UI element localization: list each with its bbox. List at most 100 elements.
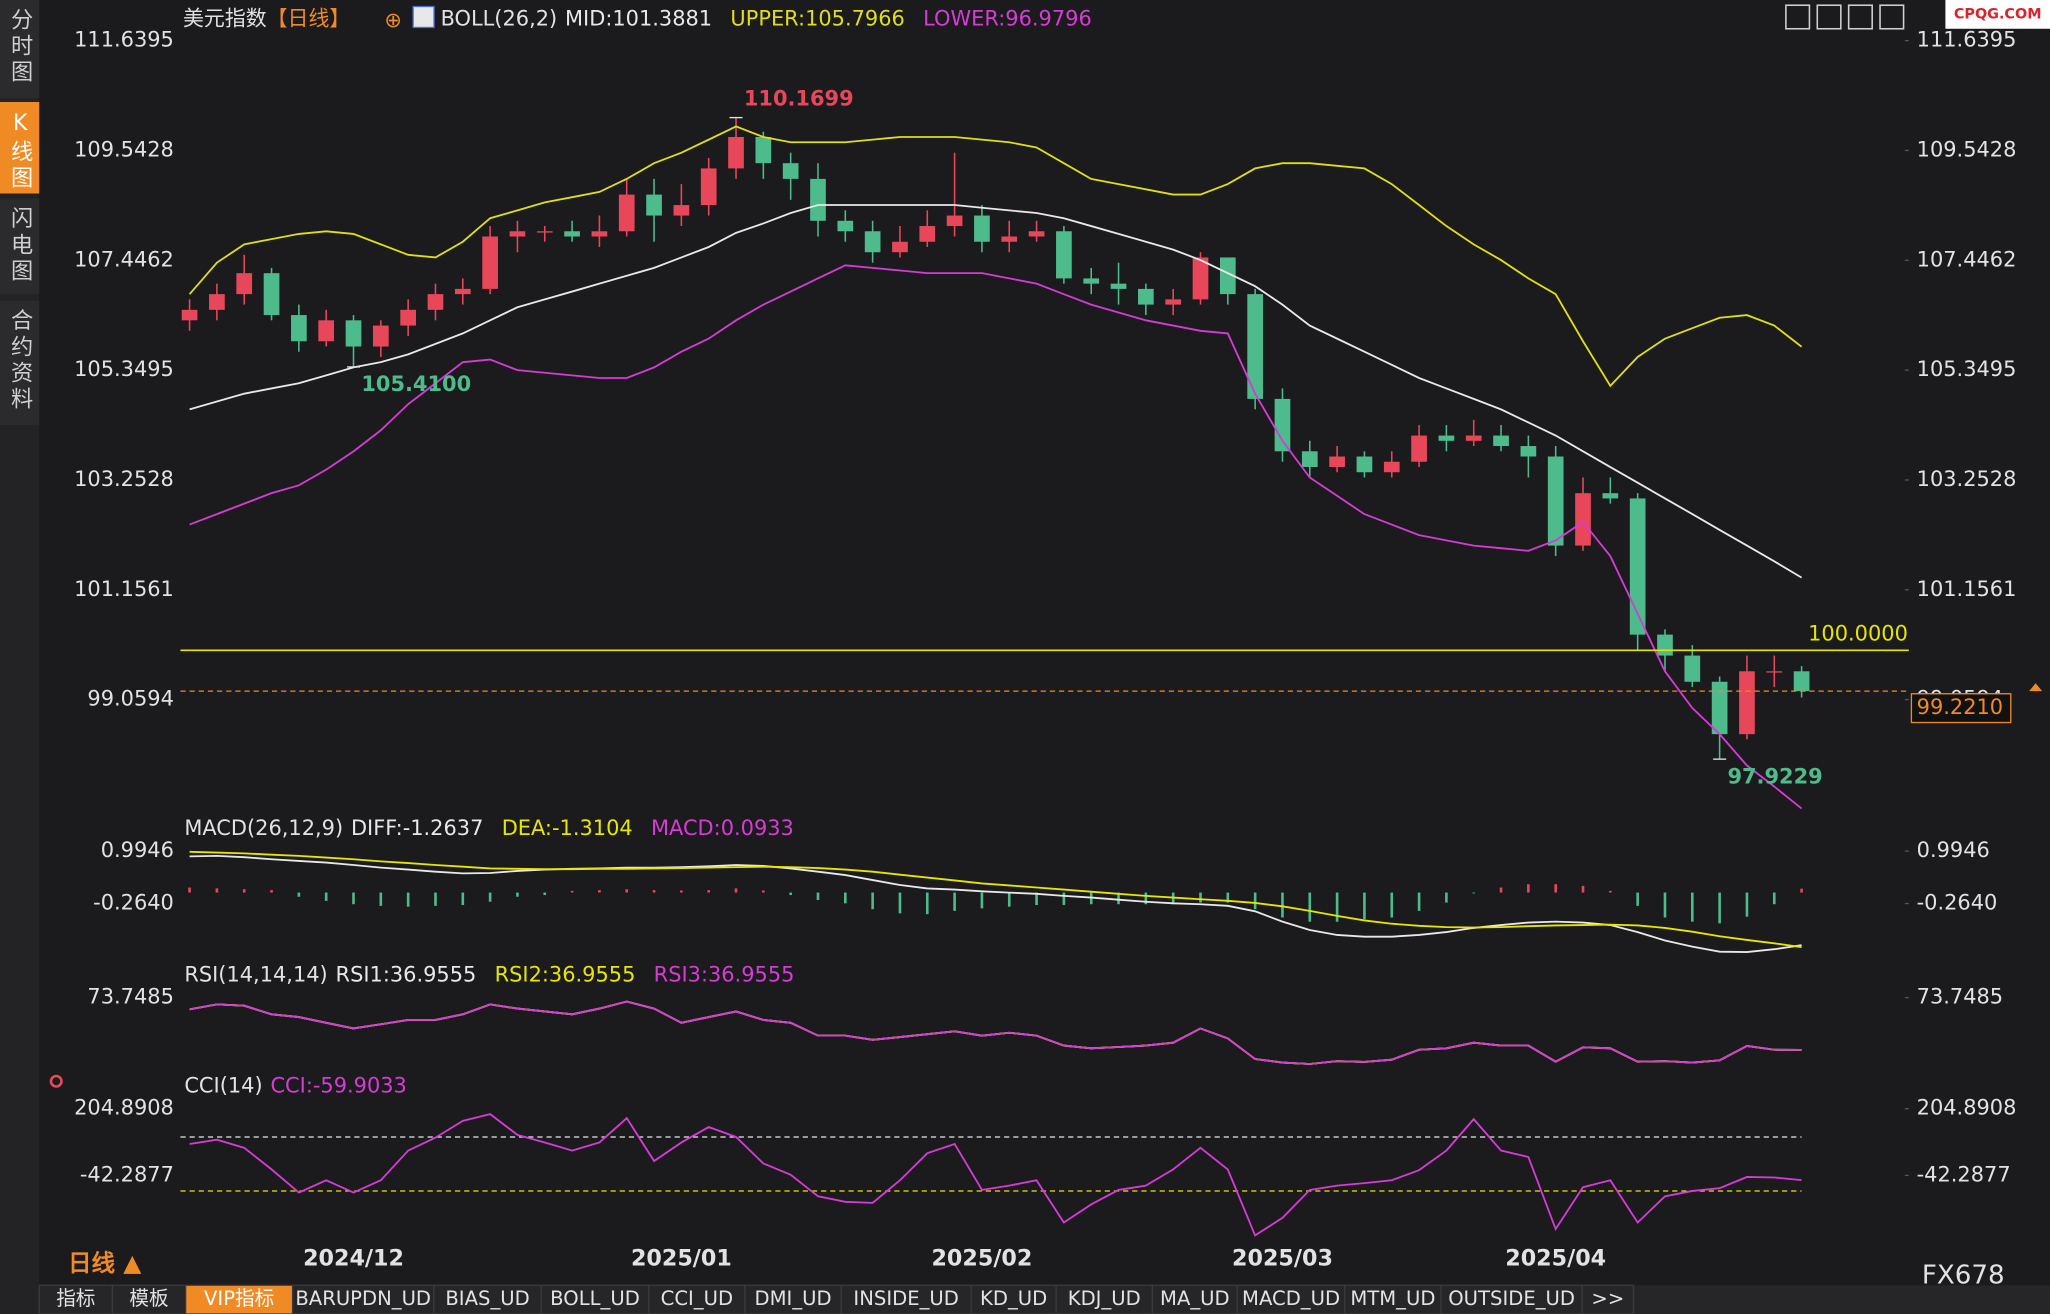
tab-label[interactable]: 模板 [129, 1287, 168, 1310]
tab[interactable] [970, 1284, 1057, 1314]
y-tick-label-right: 105.3495 [1917, 357, 2017, 381]
extreme-label: 110.1699 [744, 86, 854, 110]
icon[interactable] [1879, 4, 1905, 30]
tab[interactable] [1151, 1284, 1238, 1314]
tab-label[interactable]: BOLL_UD [550, 1287, 640, 1310]
legend-entry: RSI1:36.9555 [336, 962, 477, 986]
candle-body [564, 231, 580, 237]
candle-body [1219, 257, 1236, 295]
tab-label[interactable]: CCI_UD [661, 1287, 733, 1310]
legend-entry: MID:101.3881 [565, 7, 712, 31]
tab-label[interactable]: MACD_UD [1242, 1287, 1340, 1310]
legend-entry: DIFF:-1.2637 [351, 816, 483, 840]
period-label[interactable]: 日线 ▲ [68, 1249, 142, 1277]
panel-legend: BOLL(26,2) MID:101.3881 UPPER:105.7966 LOWE… [441, 7, 1092, 31]
candle-body [427, 294, 444, 310]
tab[interactable] [1581, 1284, 1635, 1314]
tab-label[interactable]: MA_UD [1160, 1287, 1230, 1310]
tab-label[interactable]: VIP指标 [204, 1287, 274, 1310]
tab-label[interactable]: INSIDE_UD [853, 1287, 958, 1310]
tab[interactable] [38, 1284, 114, 1314]
x-tick-label: 2025/03 [1232, 1246, 1333, 1272]
y-tick-label-right: 109.5428 [1917, 137, 2017, 161]
y-tick-label-right: -42.2877 [1917, 1162, 2011, 1186]
macd-line [189, 854, 1802, 954]
tab-label[interactable]: DMI_UD [755, 1287, 832, 1310]
legend-entry: UPPER:105.7966 [730, 7, 904, 31]
boll-line [189, 204, 1803, 579]
panel-legend: CCI(14) CCI:-59.9033 [184, 1074, 407, 1098]
candle-body [454, 288, 471, 295]
candle-body [728, 136, 744, 169]
candle-body [372, 325, 389, 347]
x-tick-label: 2024/12 [303, 1246, 404, 1272]
tab-label[interactable]: MTM_UD [1350, 1287, 1435, 1310]
candle-body [1465, 435, 1482, 441]
tab[interactable] [648, 1284, 746, 1314]
sidebar-tab[interactable]: 闪电图 [7, 206, 33, 285]
sidebar-tab[interactable]: K线图 [7, 110, 33, 192]
extreme-label: 97.9229 [1727, 764, 1822, 788]
sidebar-tab-bg [0, 300, 40, 425]
panel-legend: MACD(26,12,9) DIFF:-1.2637 DEA:-1.3104 MACD… [184, 816, 794, 840]
legend-entry: MACD(26,12,9) [184, 816, 343, 840]
last-price-box [1910, 693, 2012, 724]
candle-body [1793, 671, 1810, 692]
tab-label[interactable]: KD_UD [980, 1287, 1047, 1310]
icon[interactable] [1785, 4, 1811, 30]
y-tick-label: 73.7485 [87, 985, 173, 1009]
x-tick-label: 2025/01 [631, 1246, 732, 1272]
candle-body [1711, 681, 1728, 735]
candle-body [974, 215, 990, 242]
icon[interactable] [1847, 4, 1873, 30]
candle-body [1684, 655, 1701, 682]
tab-label[interactable]: >> [1591, 1287, 1624, 1310]
y-tick-label-right: 107.4462 [1917, 247, 2017, 271]
legend-entry: LOWER:96.9796 [923, 7, 1092, 31]
candle-body [509, 231, 526, 237]
sun-icon [49, 1074, 63, 1088]
tab[interactable] [111, 1284, 187, 1314]
candle-body [1602, 493, 1619, 499]
sidebar-tab[interactable]: 合约资料 [7, 308, 33, 413]
sidebar-tab[interactable]: 分时图 [7, 7, 33, 86]
tab[interactable] [540, 1284, 650, 1314]
candle-body [1356, 456, 1373, 473]
y-tick-label-right: 111.6395 [1917, 28, 2017, 52]
tab[interactable] [744, 1284, 842, 1314]
sidebar [0, 0, 40, 1314]
candle-body [1438, 435, 1455, 441]
tab[interactable] [291, 1284, 435, 1314]
watermark-bg [1945, 0, 2050, 29]
panel-legend: RSI(14,14,14) RSI1:36.9555 RSI2:36.9555 RSI… [184, 962, 794, 986]
y-tick-label-right: 73.7485 [1917, 985, 2003, 1009]
tab[interactable] [1440, 1284, 1583, 1314]
sidebar-tab-bg [0, 0, 40, 99]
tab[interactable] [1344, 1284, 1442, 1314]
candle-body [700, 168, 717, 206]
candle-body [236, 273, 253, 295]
icon[interactable] [1816, 4, 1842, 30]
candle-body [181, 309, 198, 321]
candle-body [1329, 456, 1345, 467]
y-tick-label: -42.2877 [80, 1162, 174, 1186]
extreme-label: 105.4100 [361, 372, 471, 396]
legend-entry: BOLL(26,2) [441, 7, 558, 31]
tab-label[interactable]: BARUPDN_UD [295, 1287, 431, 1310]
tab[interactable] [184, 1284, 294, 1314]
tab-label[interactable]: 指标 [56, 1287, 95, 1310]
sidebar-tab-bg [0, 101, 40, 194]
indicator-icon [412, 5, 435, 29]
candle-body [864, 231, 881, 253]
candle-body [1028, 231, 1045, 237]
add-icon[interactable]: ⊕ [384, 8, 402, 32]
candle-body [1001, 236, 1018, 242]
tab-label[interactable]: KDJ_UD [1068, 1287, 1141, 1310]
tab[interactable] [433, 1284, 542, 1314]
candle-body [1274, 398, 1291, 452]
x-tick-label: 2025/04 [1505, 1246, 1606, 1272]
tab-label[interactable]: OUTSIDE_UD [1448, 1287, 1575, 1310]
tab-label[interactable]: BIAS_UD [445, 1287, 529, 1310]
